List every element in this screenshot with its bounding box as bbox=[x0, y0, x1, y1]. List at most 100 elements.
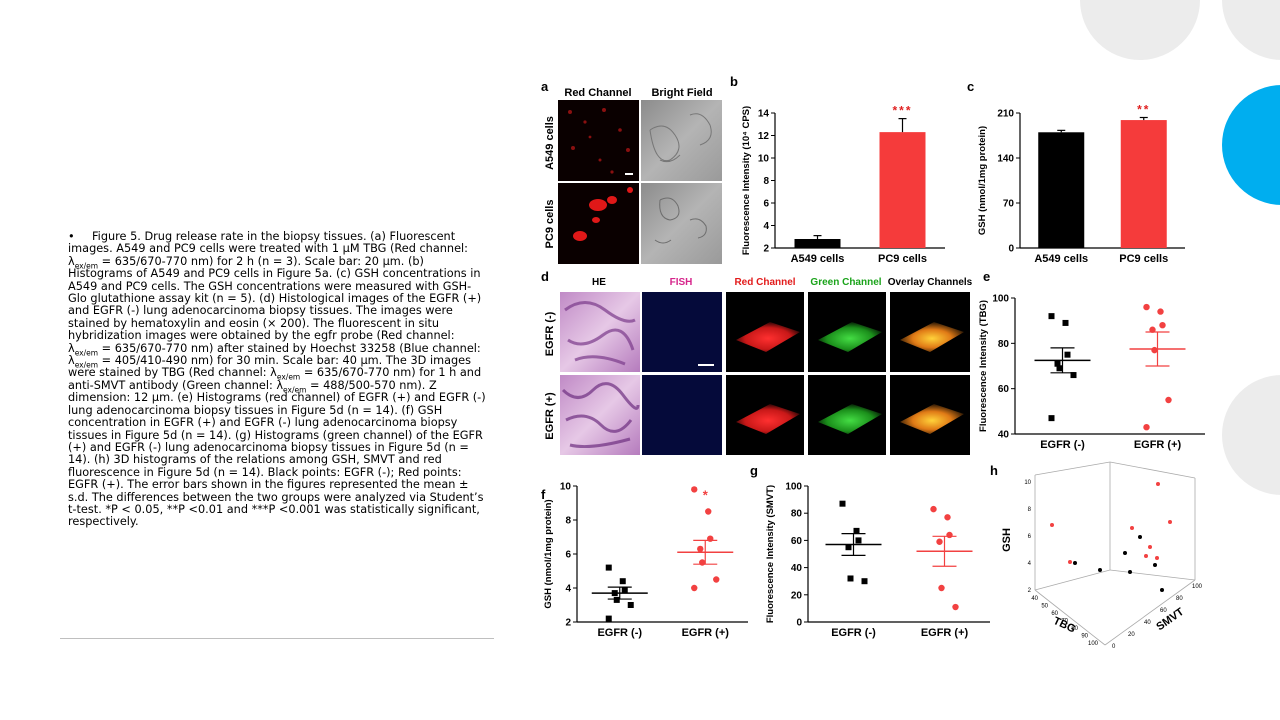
point-pos-1 bbox=[1157, 308, 1164, 315]
point-neg-0 bbox=[839, 500, 846, 507]
panel-d-col-header-fish: FISH bbox=[670, 277, 693, 288]
smvt-tick-4: 80 bbox=[1176, 596, 1183, 602]
point-neg-2 bbox=[621, 586, 628, 593]
point-pos-0 bbox=[691, 486, 698, 493]
bar-0 bbox=[794, 239, 841, 248]
image-a549-red bbox=[558, 100, 639, 181]
point-3d-6 bbox=[1155, 556, 1159, 560]
y-tick-label-3: 8 bbox=[763, 176, 769, 187]
point-neg-1 bbox=[619, 578, 626, 585]
y-tick-label-6: 14 bbox=[758, 109, 770, 120]
red-pos-3d bbox=[736, 404, 800, 434]
point-pos-3 bbox=[697, 545, 704, 553]
point-pos-1 bbox=[705, 508, 712, 515]
y-tick-label-4: 10 bbox=[560, 482, 572, 493]
point-pos-0 bbox=[1143, 303, 1150, 311]
point-3d-7 bbox=[1068, 560, 1072, 564]
point-pos-4 bbox=[1151, 346, 1158, 354]
category-label-1: EGFR (+) bbox=[1134, 439, 1182, 451]
z-axis-label: GSH bbox=[1001, 528, 1013, 552]
gsh-tick-3: 8 bbox=[1028, 507, 1032, 513]
gsh-tick-0: 2 bbox=[1028, 588, 1032, 594]
point-pos-6 bbox=[1143, 424, 1150, 431]
smvt-tick-2: 40 bbox=[1144, 620, 1151, 626]
chart-f: f 2 4 6 8 10 EGFR (-) EGFR (+) * GSH (nmol/1mg pr… bbox=[541, 482, 748, 639]
tbg-tick-1: 50 bbox=[1041, 604, 1048, 610]
point-3d-10 bbox=[1153, 563, 1157, 567]
tbg-tick-3: 70 bbox=[1061, 619, 1068, 625]
category-label-0: EGFR (-) bbox=[831, 627, 876, 639]
y-tick-label-0: 2 bbox=[565, 618, 571, 629]
point-pos-5 bbox=[713, 576, 720, 583]
category-label-1: EGFR (+) bbox=[682, 627, 730, 639]
category-label-0: A549 cells bbox=[791, 253, 845, 265]
y-tick-label-5: 12 bbox=[758, 131, 770, 142]
point-3d-3 bbox=[1130, 526, 1134, 530]
point-3d-14 bbox=[1160, 588, 1164, 592]
category-label-1: EGFR (+) bbox=[921, 627, 969, 639]
image-fish-neg bbox=[642, 292, 722, 372]
y-tick-label-3: 210 bbox=[997, 109, 1014, 120]
bar-1 bbox=[1120, 120, 1167, 248]
chart-e: e 40 60 80 100 EGFR (-) EGFR (+) Fluorescence I… bbox=[978, 269, 1205, 451]
point-3d-1 bbox=[1168, 520, 1172, 524]
category-label-0: EGFR (-) bbox=[597, 627, 642, 639]
y-tick-label-0: 0 bbox=[1008, 244, 1014, 255]
point-neg-1 bbox=[1062, 319, 1069, 326]
point-pos-2 bbox=[1159, 322, 1166, 329]
y-tick-label-1: 4 bbox=[763, 221, 769, 232]
point-3d-13 bbox=[1128, 570, 1132, 574]
point-neg-4 bbox=[613, 596, 620, 603]
y-tick-label-1: 70 bbox=[1003, 199, 1015, 210]
scale-bar-a bbox=[625, 173, 633, 175]
smvt-tick-1: 20 bbox=[1128, 632, 1135, 638]
scale-bar-d bbox=[698, 364, 714, 366]
chart-g: g 0 20 40 60 80 100 EGFR (-) EGFR (+) Fluorescenc… bbox=[750, 463, 990, 639]
image-he-pos bbox=[560, 375, 640, 455]
y-tick-label-1: 20 bbox=[791, 590, 803, 601]
panel-d-letter: d bbox=[541, 269, 549, 284]
overlay-pos-3d bbox=[900, 404, 964, 434]
panel-d-col-header-he: HE bbox=[592, 277, 606, 288]
point-neg-5 bbox=[861, 578, 868, 585]
y-axis-label: Fluorescence Intensity (10⁴ CPS) bbox=[741, 106, 752, 255]
gsh-tick-4: 10 bbox=[1024, 480, 1031, 486]
tbg-tick-4: 80 bbox=[1071, 626, 1078, 632]
caption-part-5: = 635/670-770 nm) for 1 h and anti-SMVT … bbox=[68, 366, 482, 392]
y-axis-label: GSH (nmol/1mg protein) bbox=[543, 499, 554, 608]
y-tick-label-0: 2 bbox=[763, 244, 769, 255]
caption-part-2: = 635/670-770 nm) for 2 h (n = 3). Scale… bbox=[68, 254, 482, 355]
panel-a-letter: a bbox=[541, 79, 549, 94]
y-tick-label-1: 60 bbox=[998, 384, 1010, 395]
caption-part-6: = 488/500-570 nm). Z dimension: 12 μm. (… bbox=[68, 378, 486, 529]
point-3d-8 bbox=[1138, 535, 1142, 539]
axis-box-edge-0 bbox=[1034, 461, 1111, 476]
y-tick-label-1: 4 bbox=[565, 584, 571, 595]
panel-a-col-header-red: Red Channel bbox=[564, 87, 631, 99]
y-axis-label: Fluorescence Intensity (SMVT) bbox=[765, 485, 776, 623]
point-3d-11 bbox=[1073, 561, 1077, 565]
y-axis-label: GSH (nmol/1mg protein) bbox=[977, 126, 988, 235]
panel-d-row-label-neg: EGFR (-) bbox=[544, 311, 556, 356]
point-pos-3 bbox=[936, 538, 943, 545]
y-axis-label: Fluorescence Intensity (TBG) bbox=[978, 300, 989, 432]
y-tick-label-5: 100 bbox=[785, 482, 802, 493]
point-pos-0 bbox=[930, 505, 937, 513]
point-neg-0 bbox=[605, 564, 612, 571]
bullet-marker: • bbox=[68, 230, 75, 243]
divider-line bbox=[60, 638, 494, 639]
y-tick-label-2: 80 bbox=[998, 339, 1010, 350]
panel-d-col-header-red: Red Channel bbox=[734, 277, 795, 288]
a549-red-cells bbox=[568, 108, 630, 174]
point-neg-2 bbox=[855, 537, 862, 544]
axis-box-edge-6 bbox=[1109, 569, 1196, 581]
axis-box-edge-1 bbox=[1109, 461, 1196, 479]
panel-d-col-header-overlay: Overlay Channels bbox=[888, 277, 973, 288]
tbg-tick-2: 60 bbox=[1051, 611, 1058, 617]
panel-a-row-label-pc9: PC9 cells bbox=[544, 200, 556, 249]
caption-sub-4: ex/em bbox=[276, 372, 301, 382]
point-3d-2 bbox=[1050, 523, 1054, 527]
pc9-red-cells bbox=[573, 187, 633, 241]
point-3d-5 bbox=[1144, 554, 1148, 558]
